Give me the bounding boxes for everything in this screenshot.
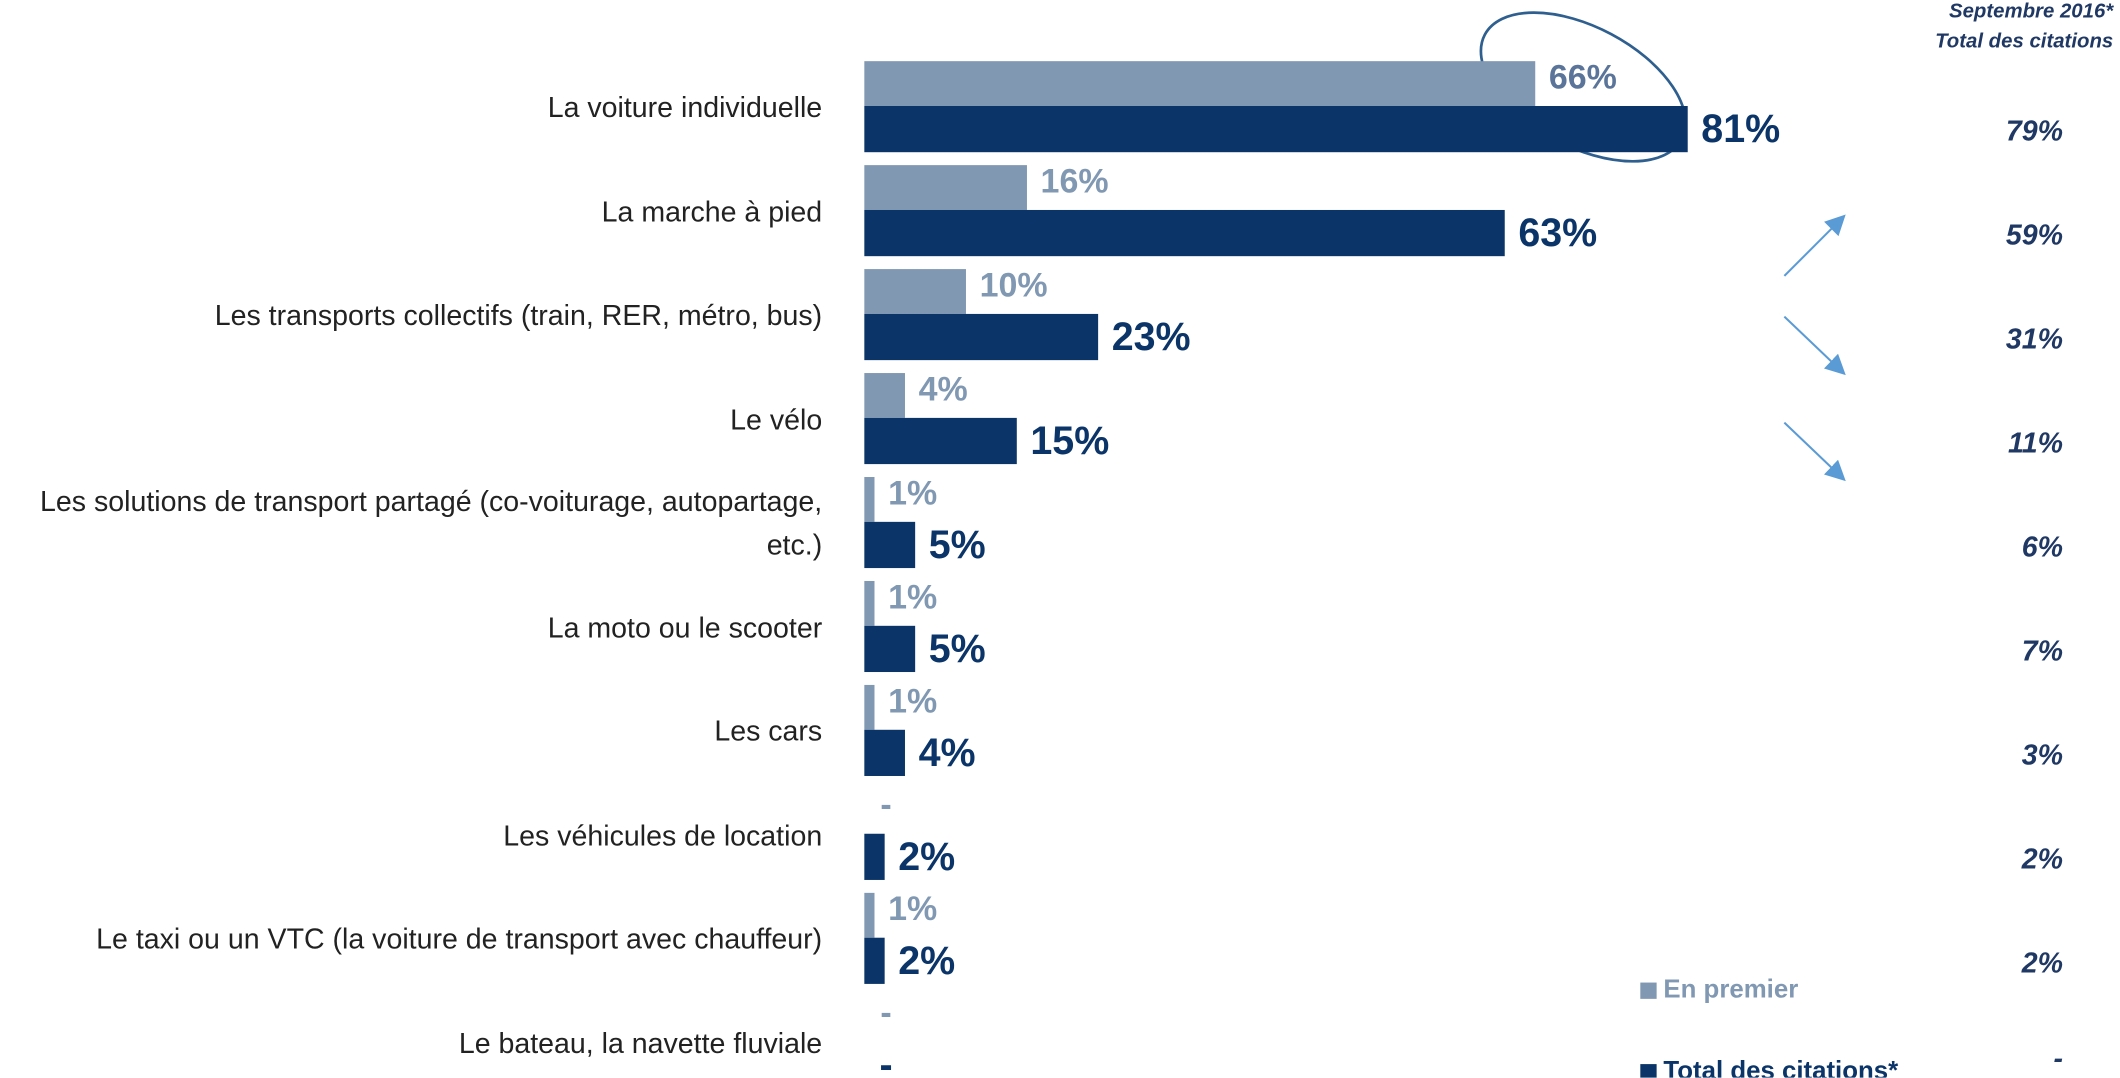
bar (864, 684, 875, 730)
bar (864, 417, 1017, 465)
category-label: Le taxi ou un VTC (la voiture de transpo… (96, 924, 823, 956)
bar (864, 165, 1027, 210)
value-label: 66% (1549, 58, 1617, 96)
comparison-value: 11% (2008, 428, 2063, 460)
value-label: 4% (919, 731, 976, 775)
value-label: 81% (1701, 107, 1780, 151)
bar (864, 269, 966, 314)
bar (864, 106, 1688, 153)
comparison-title: Septembre 2016* (1949, 1, 2114, 23)
category-label: Les transports collectifs (train, RER, m… (214, 300, 823, 332)
category-label: Le bateau, la navette fluviale (458, 1028, 823, 1060)
value-label: 63% (1518, 211, 1597, 255)
comparison-value: 3% (2022, 739, 2063, 771)
comparison-value: 79% (2006, 116, 2063, 148)
value-label: 1% (888, 682, 937, 720)
trend-arrow (1783, 214, 1846, 277)
bar (864, 477, 875, 522)
legend-swatch (1640, 1064, 1657, 1078)
value-label: - (880, 994, 891, 1032)
comparison-value: - (2053, 1043, 2063, 1075)
bar (864, 373, 905, 418)
legend-label: En premier (1663, 976, 1798, 1004)
category-label: Les véhicules de location (503, 820, 823, 852)
value-label: 1% (888, 890, 937, 928)
bar (864, 580, 875, 626)
category-label: La voiture individuelle (547, 92, 823, 124)
value-label: 5% (929, 523, 986, 567)
category-label: La marche à pied (601, 196, 823, 228)
bar (864, 61, 1536, 107)
trend-arrow (1783, 315, 1846, 376)
value-label: 23% (1112, 315, 1191, 359)
comparison-subtitle: Total des citations (1935, 31, 2113, 53)
value-label: - (880, 1043, 893, 1078)
value-label: 4% (919, 370, 968, 408)
bar (864, 313, 1099, 361)
legend-label: Total des citations* (1663, 1057, 1899, 1078)
bar (864, 209, 1505, 257)
comparison-value: 7% (2022, 636, 2063, 668)
category-label: Le vélo (730, 404, 823, 436)
bar (864, 892, 875, 938)
legend-swatch (1640, 982, 1657, 999)
trend-arrow (1783, 421, 1846, 482)
category-label: Les cars (714, 716, 823, 748)
value-label: 1% (888, 474, 937, 512)
value-label: 15% (1030, 419, 1109, 463)
value-label: 5% (929, 627, 986, 671)
comparison-value: 31% (2006, 324, 2063, 356)
comparison-value: 59% (2006, 220, 2063, 252)
value-label: 10% (980, 266, 1048, 304)
category-label: La moto ou le scooter (547, 612, 823, 644)
bar (864, 937, 885, 984)
value-label: 16% (1041, 162, 1109, 200)
comparison-value: 6% (2022, 532, 2063, 564)
category-label: Les solutions de transport partagé (co-v… (40, 486, 823, 562)
bar (864, 521, 916, 569)
bar (864, 729, 905, 776)
value-label: 2% (898, 939, 955, 983)
comparison-value: 2% (2021, 947, 2063, 979)
value-label: - (880, 786, 891, 824)
bar (864, 833, 885, 880)
bar (864, 625, 916, 673)
value-label: 1% (888, 578, 937, 616)
value-label: 2% (898, 835, 955, 879)
comparison-value: 2% (2021, 843, 2063, 875)
